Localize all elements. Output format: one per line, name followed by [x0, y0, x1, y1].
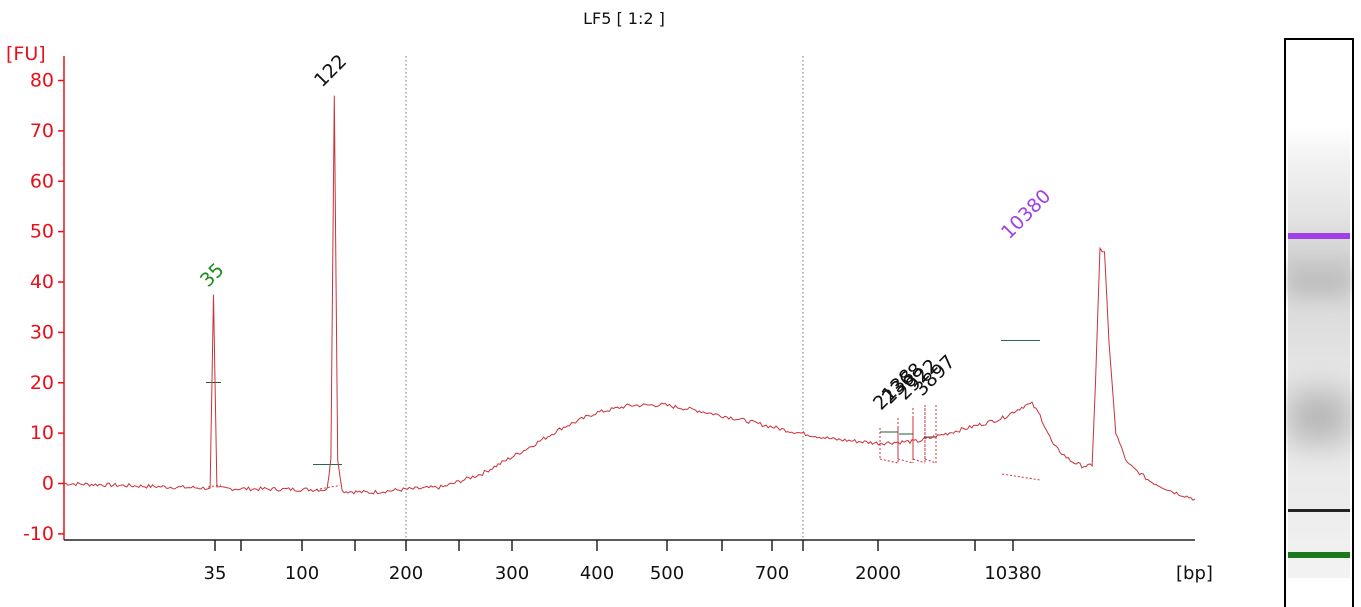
trace-line	[63, 95, 1196, 501]
y-axis-label: [FU]	[6, 43, 46, 65]
gel-band-lower-marker	[1288, 552, 1350, 558]
y-tick-label: 60	[30, 170, 54, 192]
y-tick-label: 20	[30, 372, 54, 394]
y-tick-label: 80	[30, 70, 54, 92]
dotted-reference-lines	[405, 56, 804, 540]
peak-label: 35	[196, 259, 229, 292]
x-tick-label: 500	[650, 563, 684, 584]
peak-baseline	[1001, 473, 1041, 481]
y-tick-label: 10	[30, 422, 54, 444]
gel-band-main-fragment	[1288, 509, 1350, 512]
x-tick-label: 35	[204, 563, 227, 584]
electropherogram-chart: LF5 [ 1:2 ] [FU] [bp] 80706050403020100-…	[6, 9, 1213, 584]
x-tick-label: 300	[495, 563, 529, 584]
trace-group	[63, 95, 1196, 501]
peak-label: 122	[310, 50, 351, 91]
gel-band-sample-smear-1	[1288, 266, 1350, 296]
y-tick-label: -10	[23, 523, 54, 545]
peak-label: 10380	[997, 185, 1055, 243]
x-tick-label: 200	[389, 563, 423, 584]
y-ticks: 80 70 60 50 40 30 20 10 0 -10	[23, 70, 64, 545]
x-tick-label: 2000	[855, 563, 901, 584]
y-tick-label: 30	[30, 321, 54, 343]
gel-lane	[1284, 38, 1354, 607]
y-tick-label: 70	[30, 120, 54, 142]
region-baseline	[879, 458, 899, 464]
x-tick-label: 400	[580, 563, 614, 584]
y-tick-label: 0	[42, 473, 54, 495]
peak-annotations	[206, 340, 1041, 490]
y-tick-label: 50	[30, 221, 54, 243]
x-tick-label: 100	[285, 563, 319, 584]
x-axis-label: [bp]	[1176, 563, 1213, 584]
peak-baseline	[315, 485, 341, 490]
x-tick-label: 10380	[984, 563, 1041, 584]
y-tick-label: 40	[30, 271, 54, 293]
x-ticks: 35 100 200 300 400 500 700 2000 10380	[204, 540, 1042, 584]
gel-lane-inner	[1288, 126, 1350, 578]
region-baseline	[924, 458, 937, 464]
gel-band-sample-smear-2	[1288, 391, 1350, 443]
x-tick-label: 700	[755, 563, 789, 584]
chart-title: LF5 [ 1:2 ]	[583, 9, 665, 28]
region-baseline	[912, 458, 926, 464]
gel-band-upper-marker	[1288, 233, 1350, 239]
region-baseline	[897, 458, 914, 464]
